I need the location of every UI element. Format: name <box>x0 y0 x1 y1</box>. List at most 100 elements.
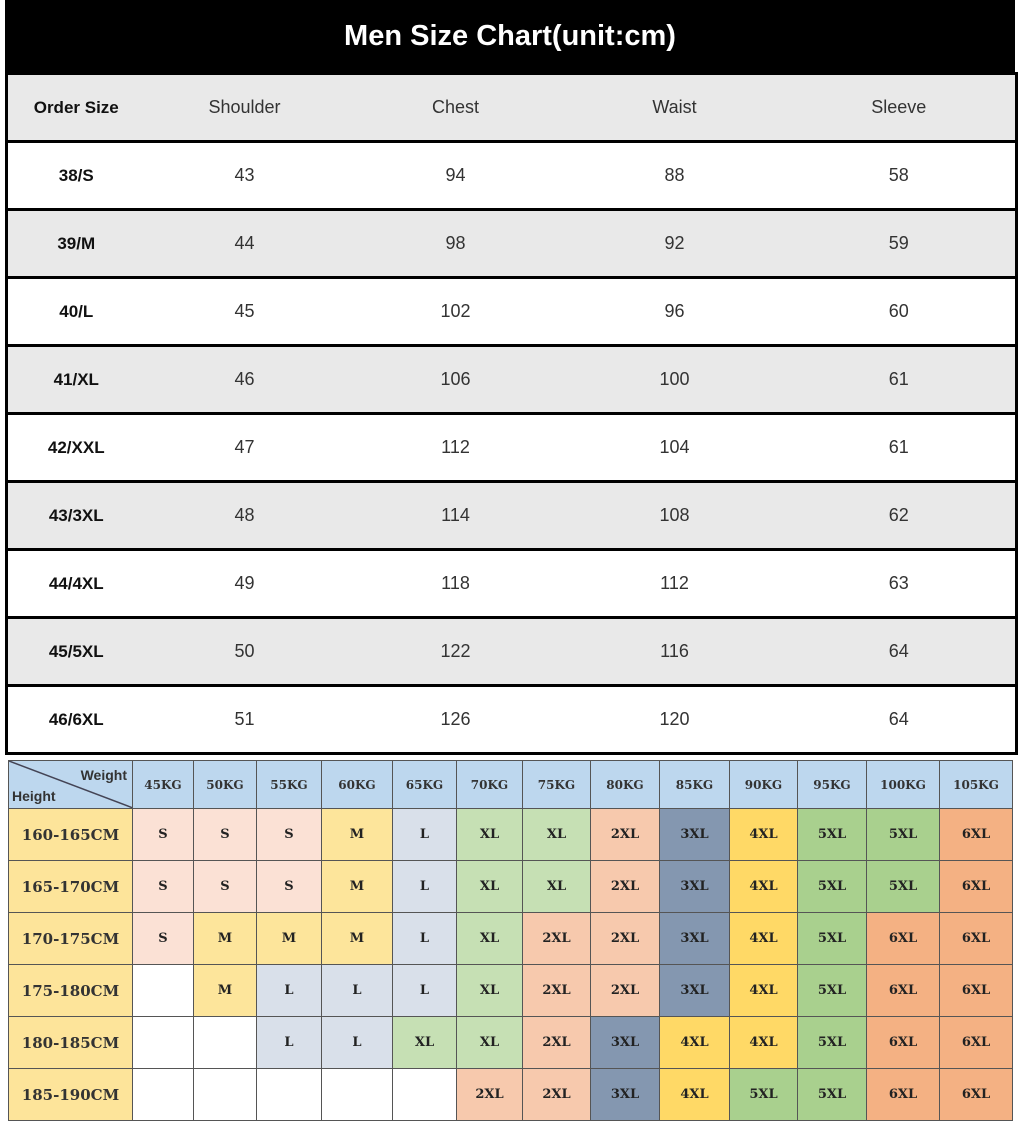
height-row: 160-165CM S S S M L XL XL 2XL 3XL 4XL 5XL 5XL 6XL <box>8 808 1013 861</box>
size-cell: 4XL <box>659 1068 730 1121</box>
column-header: Waist <box>566 72 783 143</box>
size-cell: XL <box>392 1016 457 1069</box>
weight-header-row: Weight Height 45KG 50KG 55KG 60KG 65KG 70KG 75KG… <box>8 760 1013 809</box>
size-cell: 4XL <box>729 860 798 913</box>
size-cell: XL <box>456 912 523 965</box>
measurement-cell: 122 <box>344 616 567 687</box>
height-cell: 165-170CM <box>8 860 133 913</box>
size-cell: XL <box>456 808 523 861</box>
order-size-cell: 42/XXL <box>6 412 145 483</box>
size-cell: L <box>392 912 457 965</box>
size-row: 45/5XL 50 122 116 64 <box>6 616 1017 687</box>
size-cell: 5XL <box>866 808 940 861</box>
measurement-cell: 104 <box>566 412 783 483</box>
measurement-cell: 106 <box>344 344 567 415</box>
size-cell: 2XL <box>456 1068 523 1121</box>
size-cell <box>193 1016 257 1069</box>
size-cell: 5XL <box>797 860 867 913</box>
size-cell: 6XL <box>866 1016 940 1069</box>
height-label: Height <box>12 788 56 804</box>
measurement-cell: 114 <box>344 480 567 551</box>
measurement-cell: 108 <box>566 480 783 551</box>
size-row: 43/3XL 48 114 108 62 <box>6 480 1017 551</box>
weight-header: 50KG <box>193 760 257 809</box>
order-size-cell: 43/3XL <box>6 480 145 551</box>
measurement-cell: 98 <box>344 208 567 279</box>
measurement-cell: 116 <box>566 616 783 687</box>
measurement-cell: 51 <box>144 684 345 755</box>
measurement-cell: 48 <box>144 480 345 551</box>
height-cell: 170-175CM <box>8 912 133 965</box>
height-weight-size-table: Weight Height 45KG 50KG 55KG 60KG 65KG 70KG 75KG… <box>8 760 1013 1121</box>
size-cell: 4XL <box>729 912 798 965</box>
size-cell: S <box>193 808 257 861</box>
size-cell: L <box>392 808 457 861</box>
size-cell: 3XL <box>659 912 730 965</box>
measurement-cell: 88 <box>566 140 783 211</box>
size-cell: 6XL <box>939 964 1013 1017</box>
size-cell: 5XL <box>797 912 867 965</box>
size-cell: 2XL <box>522 1068 591 1121</box>
order-size-cell: 46/6XL <box>6 684 145 755</box>
column-header: Shoulder <box>144 72 345 143</box>
weight-header: 65KG <box>392 760 457 809</box>
measurement-cell: 96 <box>566 276 783 347</box>
size-cell <box>256 1068 322 1121</box>
order-size-cell: 45/5XL <box>6 616 145 687</box>
measurement-cell: 58 <box>782 140 1017 211</box>
measurement-cell: 126 <box>344 684 567 755</box>
measurement-cell: 94 <box>344 140 567 211</box>
size-cell: 6XL <box>939 912 1013 965</box>
weight-header: 100KG <box>866 760 940 809</box>
measurement-cell: 100 <box>566 344 783 415</box>
size-cell: 5XL <box>797 808 867 861</box>
size-cell: XL <box>522 860 591 913</box>
column-header: Chest <box>344 72 567 143</box>
measurement-cell: 63 <box>782 548 1017 619</box>
weight-header: 55KG <box>256 760 322 809</box>
size-cell: 3XL <box>659 860 730 913</box>
order-size-cell: 38/S <box>6 140 145 211</box>
measurement-cell: 62 <box>782 480 1017 551</box>
size-cell: S <box>256 808 322 861</box>
size-cell: L <box>321 1016 393 1069</box>
height-cell: 180-185CM <box>8 1016 133 1069</box>
weight-header: 85KG <box>659 760 730 809</box>
size-cell: M <box>321 808 393 861</box>
size-cell: M <box>193 964 257 1017</box>
order-size-cell: 40/L <box>6 276 145 347</box>
size-cell: 5XL <box>729 1068 798 1121</box>
height-row: 175-180CM M L L L XL 2XL 2XL 3XL 4XL 5XL 6XL 6XL <box>8 964 1013 1017</box>
weight-label: Weight <box>80 767 127 783</box>
size-row: 46/6XL 51 126 120 64 <box>6 684 1017 755</box>
weight-header: 90KG <box>729 760 798 809</box>
size-cell: 5XL <box>797 1068 867 1121</box>
column-header: Sleeve <box>782 72 1017 143</box>
measurement-cell: 49 <box>144 548 345 619</box>
size-cell: 6XL <box>939 1016 1013 1069</box>
corner-header: Weight Height <box>8 760 133 809</box>
size-row: 38/S 43 94 88 58 <box>6 140 1017 211</box>
measurement-cell: 43 <box>144 140 345 211</box>
size-table-header-row: Order Size Shoulder Chest Waist Sleeve <box>6 72 1017 143</box>
weight-header: 105KG <box>939 760 1013 809</box>
size-cell: 2XL <box>590 964 660 1017</box>
measurement-cell: 47 <box>144 412 345 483</box>
size-cell: M <box>321 860 393 913</box>
size-cell: 3XL <box>659 964 730 1017</box>
height-row: 185-190CM 2XL 2XL 3XL 4XL 5XL 5XL 6XL 6XL <box>8 1068 1013 1121</box>
size-cell: XL <box>522 808 591 861</box>
size-cell: 2XL <box>590 912 660 965</box>
size-row: 44/4XL 49 118 112 63 <box>6 548 1017 619</box>
size-cell: L <box>256 964 322 1017</box>
size-cell: 5XL <box>797 964 867 1017</box>
size-cell <box>321 1068 393 1121</box>
measurement-cell: 61 <box>782 412 1017 483</box>
measurement-cell: 102 <box>344 276 567 347</box>
size-cell: 6XL <box>866 1068 940 1121</box>
size-cell: 5XL <box>797 1016 867 1069</box>
measurement-cell: 44 <box>144 208 345 279</box>
size-cell: 4XL <box>729 964 798 1017</box>
size-cell: S <box>132 912 194 965</box>
height-row: 165-170CM S S S M L XL XL 2XL 3XL 4XL 5XL 5XL 6XL <box>8 860 1013 913</box>
